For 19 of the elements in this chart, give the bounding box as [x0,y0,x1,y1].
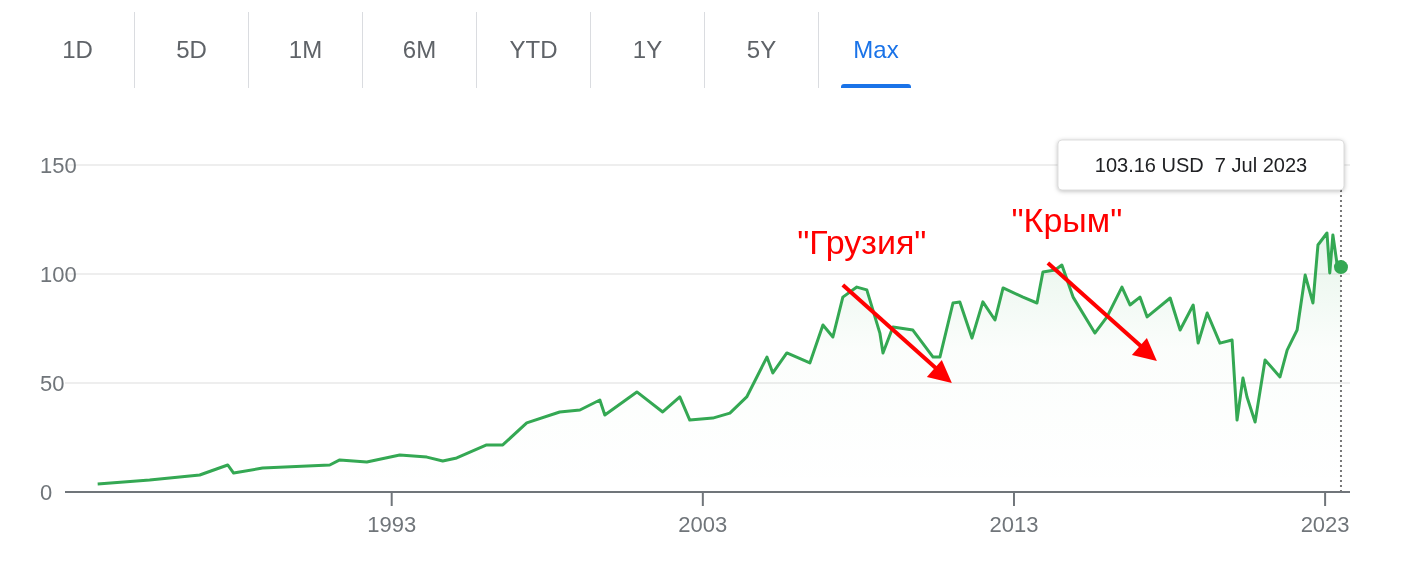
text: Max [853,36,899,64]
x-tick-label: 2023 [1300,511,1350,537]
x-tick-label: 2013 [989,511,1039,537]
y-tick-label: 100 [40,261,77,287]
annotation: "Крым" [1011,201,1123,240]
y-tick-label: 150 [40,152,77,178]
x-tick-label: 1993 [367,511,417,537]
y-tick-label: 0 [40,479,53,505]
text: 6M [402,36,437,64]
text: 1D [62,36,93,64]
y-tick-label: 50 [40,370,65,396]
text: 1Y [632,36,663,64]
text: 5Y [746,36,777,64]
ref-line-label: 103.16 USD 7 Jul 2023 [1094,154,1308,176]
text: 1M [288,36,323,64]
text: YTD [509,36,558,64]
text: 5D [176,36,207,64]
x-tick-label: 2003 [678,511,728,537]
annotation: "Грузия" [797,223,927,262]
